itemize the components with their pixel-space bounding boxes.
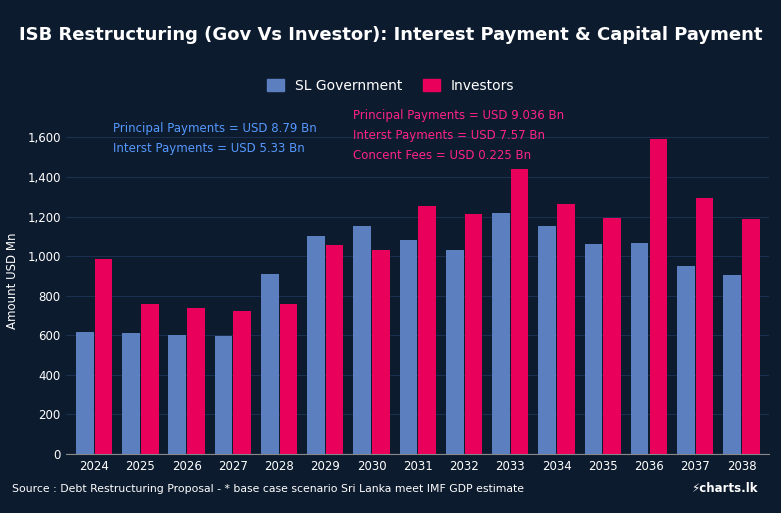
Bar xyxy=(373,250,390,454)
Bar xyxy=(604,218,621,454)
Bar xyxy=(187,308,205,454)
Bar xyxy=(742,219,760,454)
Bar xyxy=(122,333,140,454)
Bar xyxy=(465,213,482,454)
Bar xyxy=(280,304,298,454)
Text: ⚡charts.lk: ⚡charts.lk xyxy=(691,482,758,495)
Bar xyxy=(677,266,695,454)
Bar xyxy=(492,212,510,454)
Bar xyxy=(511,169,529,454)
Bar xyxy=(419,206,436,454)
Bar xyxy=(631,243,648,454)
Bar xyxy=(215,337,232,454)
Bar xyxy=(723,275,741,454)
Bar xyxy=(141,304,159,454)
Bar xyxy=(446,250,463,454)
Y-axis label: Amount USD Mn: Amount USD Mn xyxy=(6,232,19,329)
Bar xyxy=(650,140,667,454)
Bar xyxy=(538,226,556,454)
Bar xyxy=(696,198,714,454)
Bar xyxy=(234,310,251,454)
Bar xyxy=(354,226,371,454)
Bar xyxy=(585,244,602,454)
Bar xyxy=(95,259,112,454)
Text: ISB Restructuring (Gov Vs Investor): Interest Payment & Capital Payment: ISB Restructuring (Gov Vs Investor): Int… xyxy=(19,26,762,44)
Bar xyxy=(261,274,279,454)
Bar xyxy=(76,332,94,454)
Text: Principal Payments = USD 8.79 Bn
Interst Payments = USD 5.33 Bn: Principal Payments = USD 8.79 Bn Interst… xyxy=(112,122,316,154)
Bar xyxy=(557,204,575,454)
Bar xyxy=(326,245,344,454)
Legend: SL Government, Investors: SL Government, Investors xyxy=(267,79,514,93)
Bar xyxy=(307,236,325,454)
Bar xyxy=(400,240,417,454)
Bar xyxy=(169,336,186,454)
Text: Principal Payments = USD 9.036 Bn
Interst Payments = USD 7.57 Bn
Concent Fees = : Principal Payments = USD 9.036 Bn Inters… xyxy=(353,109,564,162)
Text: Source : Debt Restructuring Proposal - * base case scenario Sri Lanka meet IMF G: Source : Debt Restructuring Proposal - *… xyxy=(12,484,524,494)
